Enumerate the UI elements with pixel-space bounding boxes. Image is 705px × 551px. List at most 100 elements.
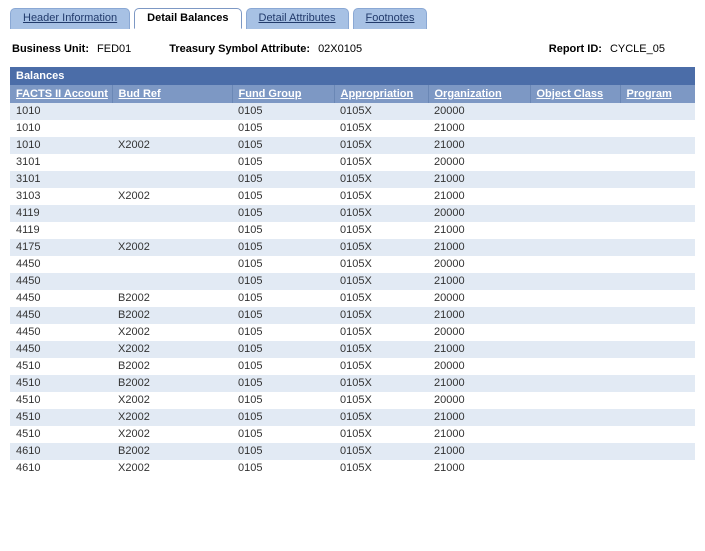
table-cell — [112, 154, 232, 171]
table-cell: 0105 — [232, 443, 334, 460]
table-cell: B2002 — [112, 290, 232, 307]
table-cell — [620, 120, 695, 137]
table-cell: 0105X — [334, 273, 428, 290]
table-row[interactable]: 4510X200201050105X21000 — [10, 409, 695, 426]
table-cell: 0105X — [334, 120, 428, 137]
table-row[interactable]: 4610X200201050105X21000 — [10, 460, 695, 477]
table-cell: 4510 — [10, 392, 112, 409]
table-cell — [112, 256, 232, 273]
table-cell: 0105X — [334, 137, 428, 154]
table-cell: 4119 — [10, 205, 112, 222]
table-row[interactable]: 411901050105X20000 — [10, 205, 695, 222]
table-cell: 0105 — [232, 273, 334, 290]
col-header-facts-ii-account[interactable]: FACTS II Account — [10, 85, 112, 103]
table-row[interactable]: 310101050105X21000 — [10, 171, 695, 188]
table-row[interactable]: 4610B200201050105X21000 — [10, 443, 695, 460]
table-cell — [620, 205, 695, 222]
business-unit-value: FED01 — [97, 43, 131, 55]
table-cell — [112, 273, 232, 290]
table-cell — [530, 307, 620, 324]
table-row[interactable]: 4450X200201050105X21000 — [10, 341, 695, 358]
table-cell: 4610 — [10, 443, 112, 460]
table-cell: B2002 — [112, 358, 232, 375]
table-cell: 20000 — [428, 392, 530, 409]
table-cell: 0105 — [232, 154, 334, 171]
table-cell: 21000 — [428, 341, 530, 358]
table-cell — [620, 290, 695, 307]
table-cell: 0105X — [334, 188, 428, 205]
table-cell: 21000 — [428, 443, 530, 460]
table-row[interactable]: 445001050105X20000 — [10, 256, 695, 273]
table-row[interactable]: 4510B200201050105X21000 — [10, 375, 695, 392]
table-cell — [620, 307, 695, 324]
table-cell: 0105 — [232, 409, 334, 426]
table-cell: 20000 — [428, 290, 530, 307]
table-cell — [112, 171, 232, 188]
col-header-appropriation[interactable]: Appropriation — [334, 85, 428, 103]
table-cell — [620, 358, 695, 375]
col-header-program[interactable]: Program — [620, 85, 695, 103]
table-cell: 4510 — [10, 358, 112, 375]
table-cell: X2002 — [112, 426, 232, 443]
table-row[interactable]: 445001050105X21000 — [10, 273, 695, 290]
table-row[interactable]: 4510X200201050105X20000 — [10, 392, 695, 409]
tab-strip: Header Information Detail Balances Detai… — [10, 8, 695, 29]
table-cell — [530, 137, 620, 154]
table-row[interactable]: 4510B200201050105X20000 — [10, 358, 695, 375]
report-id-label: Report ID: — [549, 43, 602, 55]
table-header-row: FACTS II Account Bud Ref Fund Group Appr… — [10, 85, 695, 103]
info-row: Business Unit: FED01 Treasury Symbol Att… — [12, 43, 695, 55]
col-header-object-class[interactable]: Object Class — [530, 85, 620, 103]
table-row[interactable]: 4450X200201050105X20000 — [10, 324, 695, 341]
table-row[interactable]: 101001050105X20000 — [10, 103, 695, 120]
table-row[interactable]: 1010X200201050105X21000 — [10, 137, 695, 154]
tab-detail-balances[interactable]: Detail Balances — [134, 8, 241, 29]
table-cell — [530, 171, 620, 188]
table-cell: 0105 — [232, 358, 334, 375]
table-cell: 0105 — [232, 120, 334, 137]
table-cell: X2002 — [112, 392, 232, 409]
table-cell: X2002 — [112, 188, 232, 205]
tab-footnotes[interactable]: Footnotes — [353, 8, 428, 29]
table-cell: 20000 — [428, 154, 530, 171]
table-cell: B2002 — [112, 307, 232, 324]
tab-header-information[interactable]: Header Information — [10, 8, 130, 29]
table-cell — [620, 171, 695, 188]
table-cell — [620, 273, 695, 290]
table-cell: 0105X — [334, 358, 428, 375]
table-row[interactable]: 4450B200201050105X21000 — [10, 307, 695, 324]
table-cell: 0105 — [232, 375, 334, 392]
col-header-organization[interactable]: Organization — [428, 85, 530, 103]
table-cell: 0105X — [334, 460, 428, 477]
table-cell: 20000 — [428, 205, 530, 222]
table-row[interactable]: 4510X200201050105X21000 — [10, 426, 695, 443]
table-row[interactable]: 411901050105X21000 — [10, 222, 695, 239]
table-row[interactable]: 4175X200201050105X21000 — [10, 239, 695, 256]
table-cell: 0105 — [232, 307, 334, 324]
table-row[interactable]: 310101050105X20000 — [10, 154, 695, 171]
table-cell — [620, 324, 695, 341]
table-row[interactable]: 4450B200201050105X20000 — [10, 290, 695, 307]
table-cell — [620, 341, 695, 358]
table-cell: 0105X — [334, 239, 428, 256]
table-cell: 0105X — [334, 307, 428, 324]
table-cell: 4450 — [10, 324, 112, 341]
table-cell: 0105 — [232, 222, 334, 239]
table-cell: 4510 — [10, 375, 112, 392]
table-row[interactable]: 3103X200201050105X21000 — [10, 188, 695, 205]
table-cell — [112, 222, 232, 239]
table-cell — [530, 290, 620, 307]
table-cell: 4610 — [10, 460, 112, 477]
table-cell: 0105X — [334, 222, 428, 239]
col-header-bud-ref[interactable]: Bud Ref — [112, 85, 232, 103]
table-row[interactable]: 101001050105X21000 — [10, 120, 695, 137]
table-cell — [530, 103, 620, 120]
table-cell: 0105 — [232, 188, 334, 205]
table-cell — [530, 426, 620, 443]
col-header-fund-group[interactable]: Fund Group — [232, 85, 334, 103]
table-cell: 4175 — [10, 239, 112, 256]
table-cell: X2002 — [112, 341, 232, 358]
table-cell — [620, 154, 695, 171]
table-cell: 4450 — [10, 290, 112, 307]
tab-detail-attributes[interactable]: Detail Attributes — [246, 8, 349, 29]
